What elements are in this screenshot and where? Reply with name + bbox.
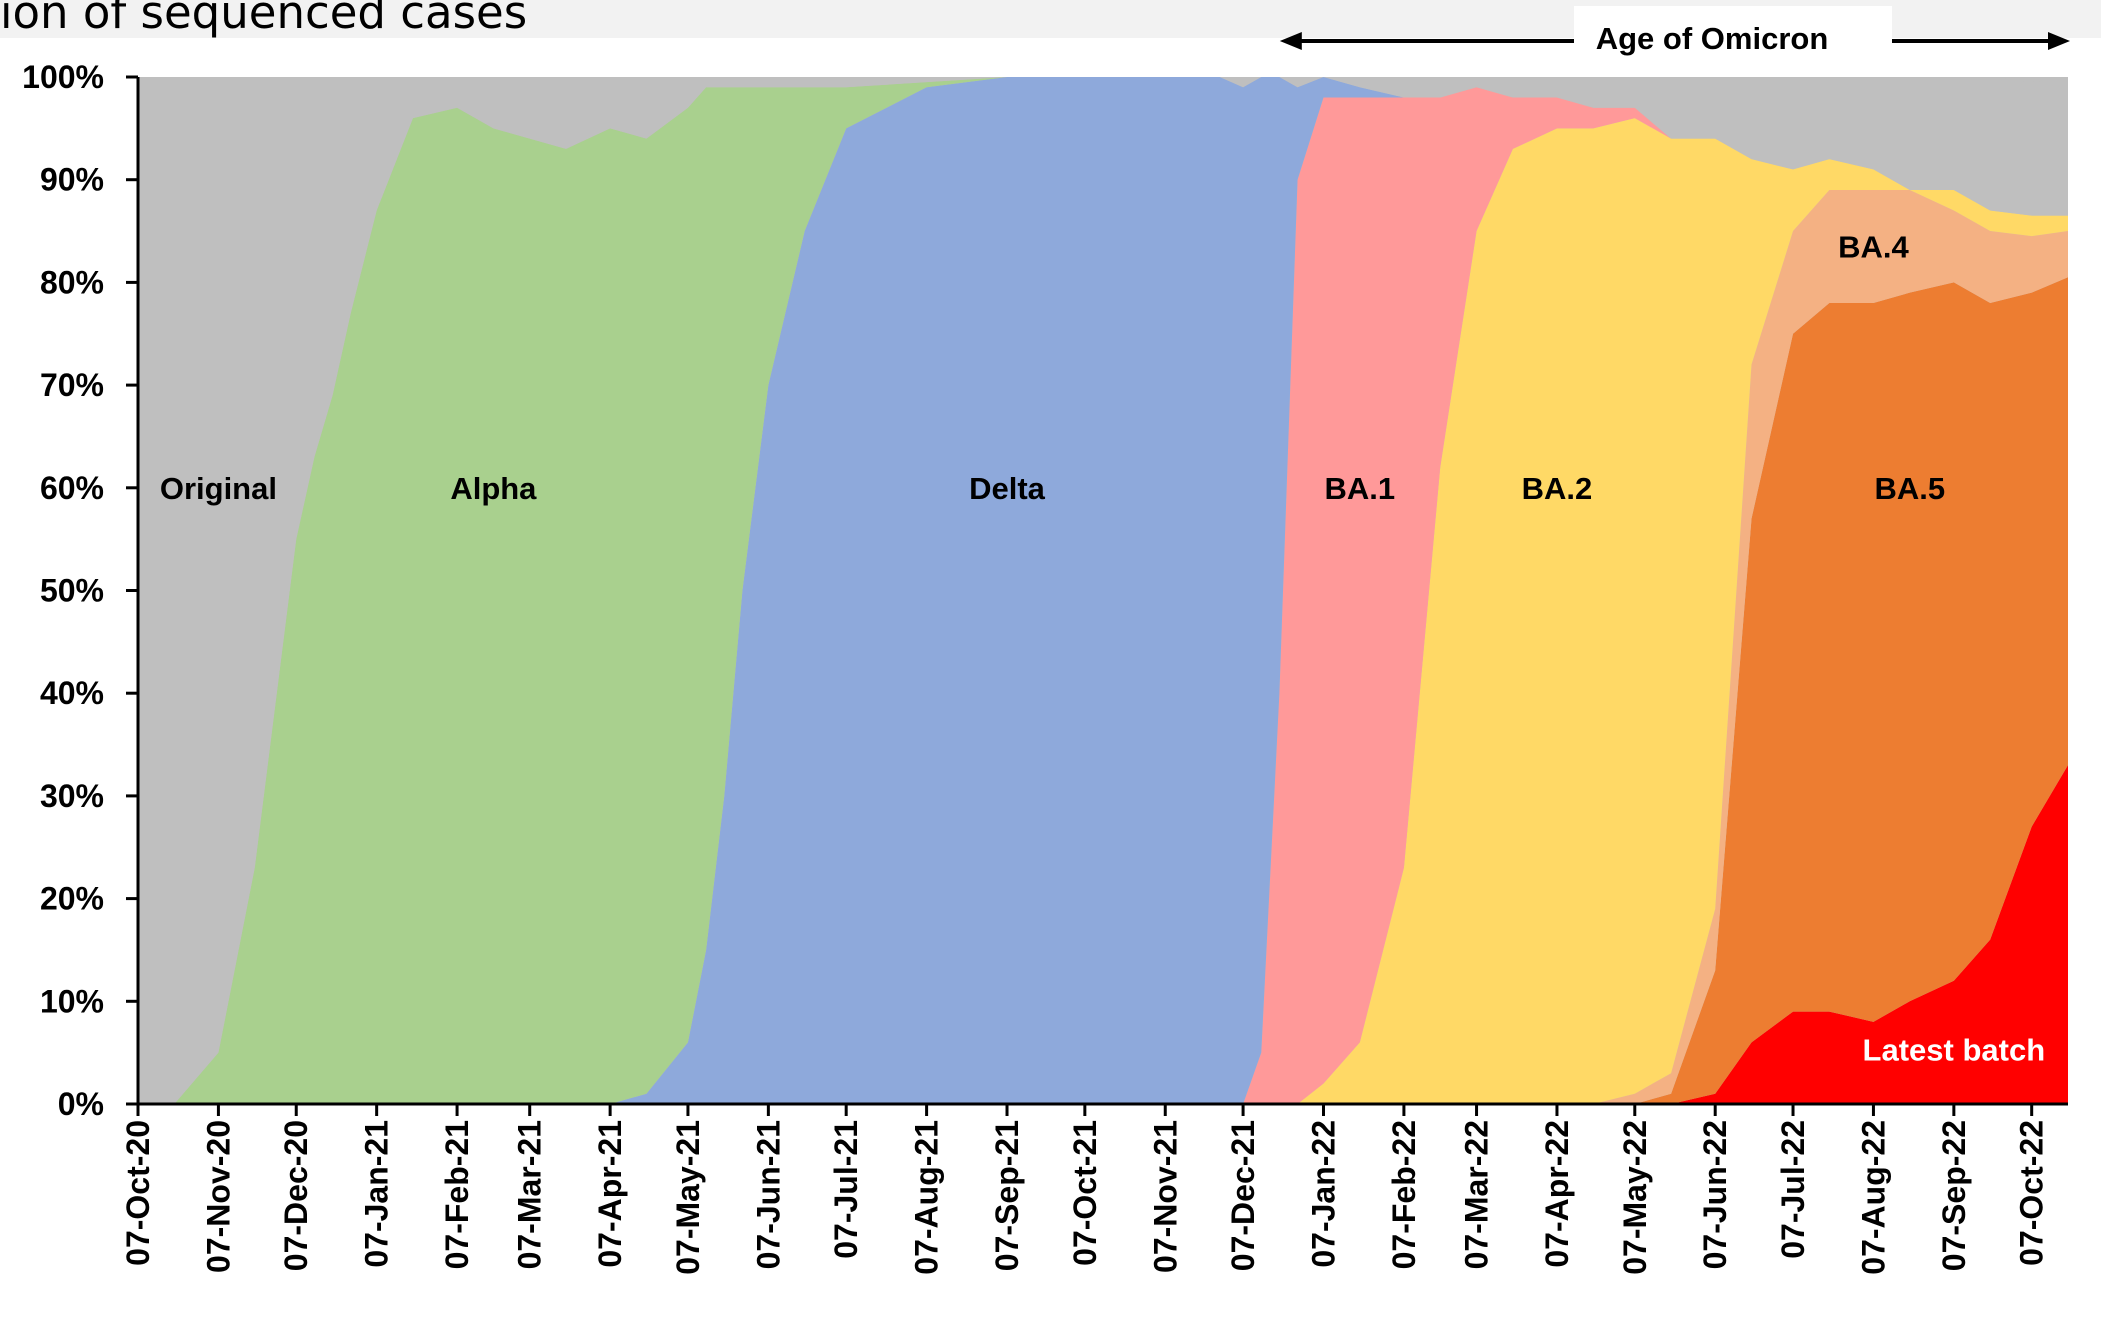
x-tick-label: 07-Apr-21: [592, 1120, 628, 1268]
area-series-latest-batch: [138, 765, 2068, 1104]
x-tick-label: 07-May-21: [670, 1120, 706, 1275]
x-tick-label: 07-Oct-21: [1067, 1120, 1103, 1266]
y-tick-label: 40%: [40, 675, 104, 711]
x-tick-label: 07-Jul-22: [1775, 1120, 1811, 1259]
x-tick-label: 07-Jun-22: [1697, 1120, 1733, 1269]
y-tick-label: 60%: [40, 470, 104, 506]
area-label-ba-5: BA.5: [1874, 471, 1945, 506]
x-tick-label: 07-Sep-22: [1936, 1120, 1972, 1271]
arrowhead-left: [1279, 32, 1302, 50]
y-tick-label: 100%: [22, 59, 104, 95]
x-tick-label: 07-Jun-21: [750, 1120, 786, 1269]
x-tick-label: 07-Feb-21: [439, 1120, 475, 1269]
x-tick-label: 07-Dec-20: [278, 1120, 314, 1271]
y-tick-label: 70%: [40, 367, 104, 403]
area-series-original: [138, 77, 2068, 1104]
x-tick-label: 07-Jul-21: [828, 1120, 864, 1259]
area-label-ba-1: BA.1: [1324, 471, 1395, 506]
area-series-alpha: [138, 77, 2068, 1104]
x-tick-label: 07-Aug-21: [909, 1120, 945, 1275]
area-label-ba-2: BA.2: [1522, 471, 1593, 506]
chart-title: ion of sequenced cases: [0, 0, 527, 39]
area-label-alpha: Alpha: [450, 471, 537, 506]
x-tick-label: 07-Nov-21: [1147, 1120, 1183, 1273]
area-series-ba-5: [138, 277, 2068, 1104]
area-label-original: Original: [160, 471, 277, 506]
area-label-delta: Delta: [969, 471, 1046, 506]
y-tick-label: 80%: [40, 264, 104, 300]
area-label-ba-4: BA.4: [1838, 229, 1909, 264]
x-tick-label: 07-Oct-22: [2014, 1120, 2050, 1266]
area-label-latest-batch: Latest batch: [1863, 1033, 2046, 1068]
x-tick-label: 07-Dec-21: [1225, 1120, 1261, 1271]
x-tick-label: 07-Aug-22: [1855, 1120, 1891, 1275]
annotation-age-of-omicron: Age of Omicron: [1596, 21, 1829, 56]
y-tick-label: 0%: [58, 1086, 104, 1122]
x-tick-label: 07-Apr-22: [1539, 1120, 1575, 1268]
y-tick-label: 50%: [40, 573, 104, 609]
x-tick-label: 07-Oct-20: [120, 1120, 156, 1266]
x-tick-label: 07-Mar-21: [512, 1120, 548, 1269]
x-tick-label: 07-Mar-22: [1459, 1120, 1495, 1269]
annotation-box: [1574, 6, 1892, 63]
area-series-delta: [138, 77, 2068, 1104]
x-tick-label: 07-Jan-22: [1305, 1120, 1341, 1268]
area-series-ba-2: [138, 118, 2068, 1104]
x-tick-label: 07-May-22: [1617, 1120, 1653, 1275]
x-tick-label: 07-Sep-21: [989, 1120, 1025, 1271]
x-tick-label: 07-Nov-20: [200, 1120, 236, 1273]
y-tick-label: 20%: [40, 881, 104, 917]
x-tick-label: 07-Feb-22: [1386, 1120, 1422, 1269]
area-series-ba-4: [138, 189, 2068, 1105]
y-tick-label: 90%: [40, 162, 104, 198]
arrowhead-right: [2048, 32, 2070, 50]
x-tick-label: 07-Jan-21: [359, 1120, 395, 1268]
y-tick-label: 10%: [40, 983, 104, 1019]
y-tick-label: 30%: [40, 778, 104, 814]
